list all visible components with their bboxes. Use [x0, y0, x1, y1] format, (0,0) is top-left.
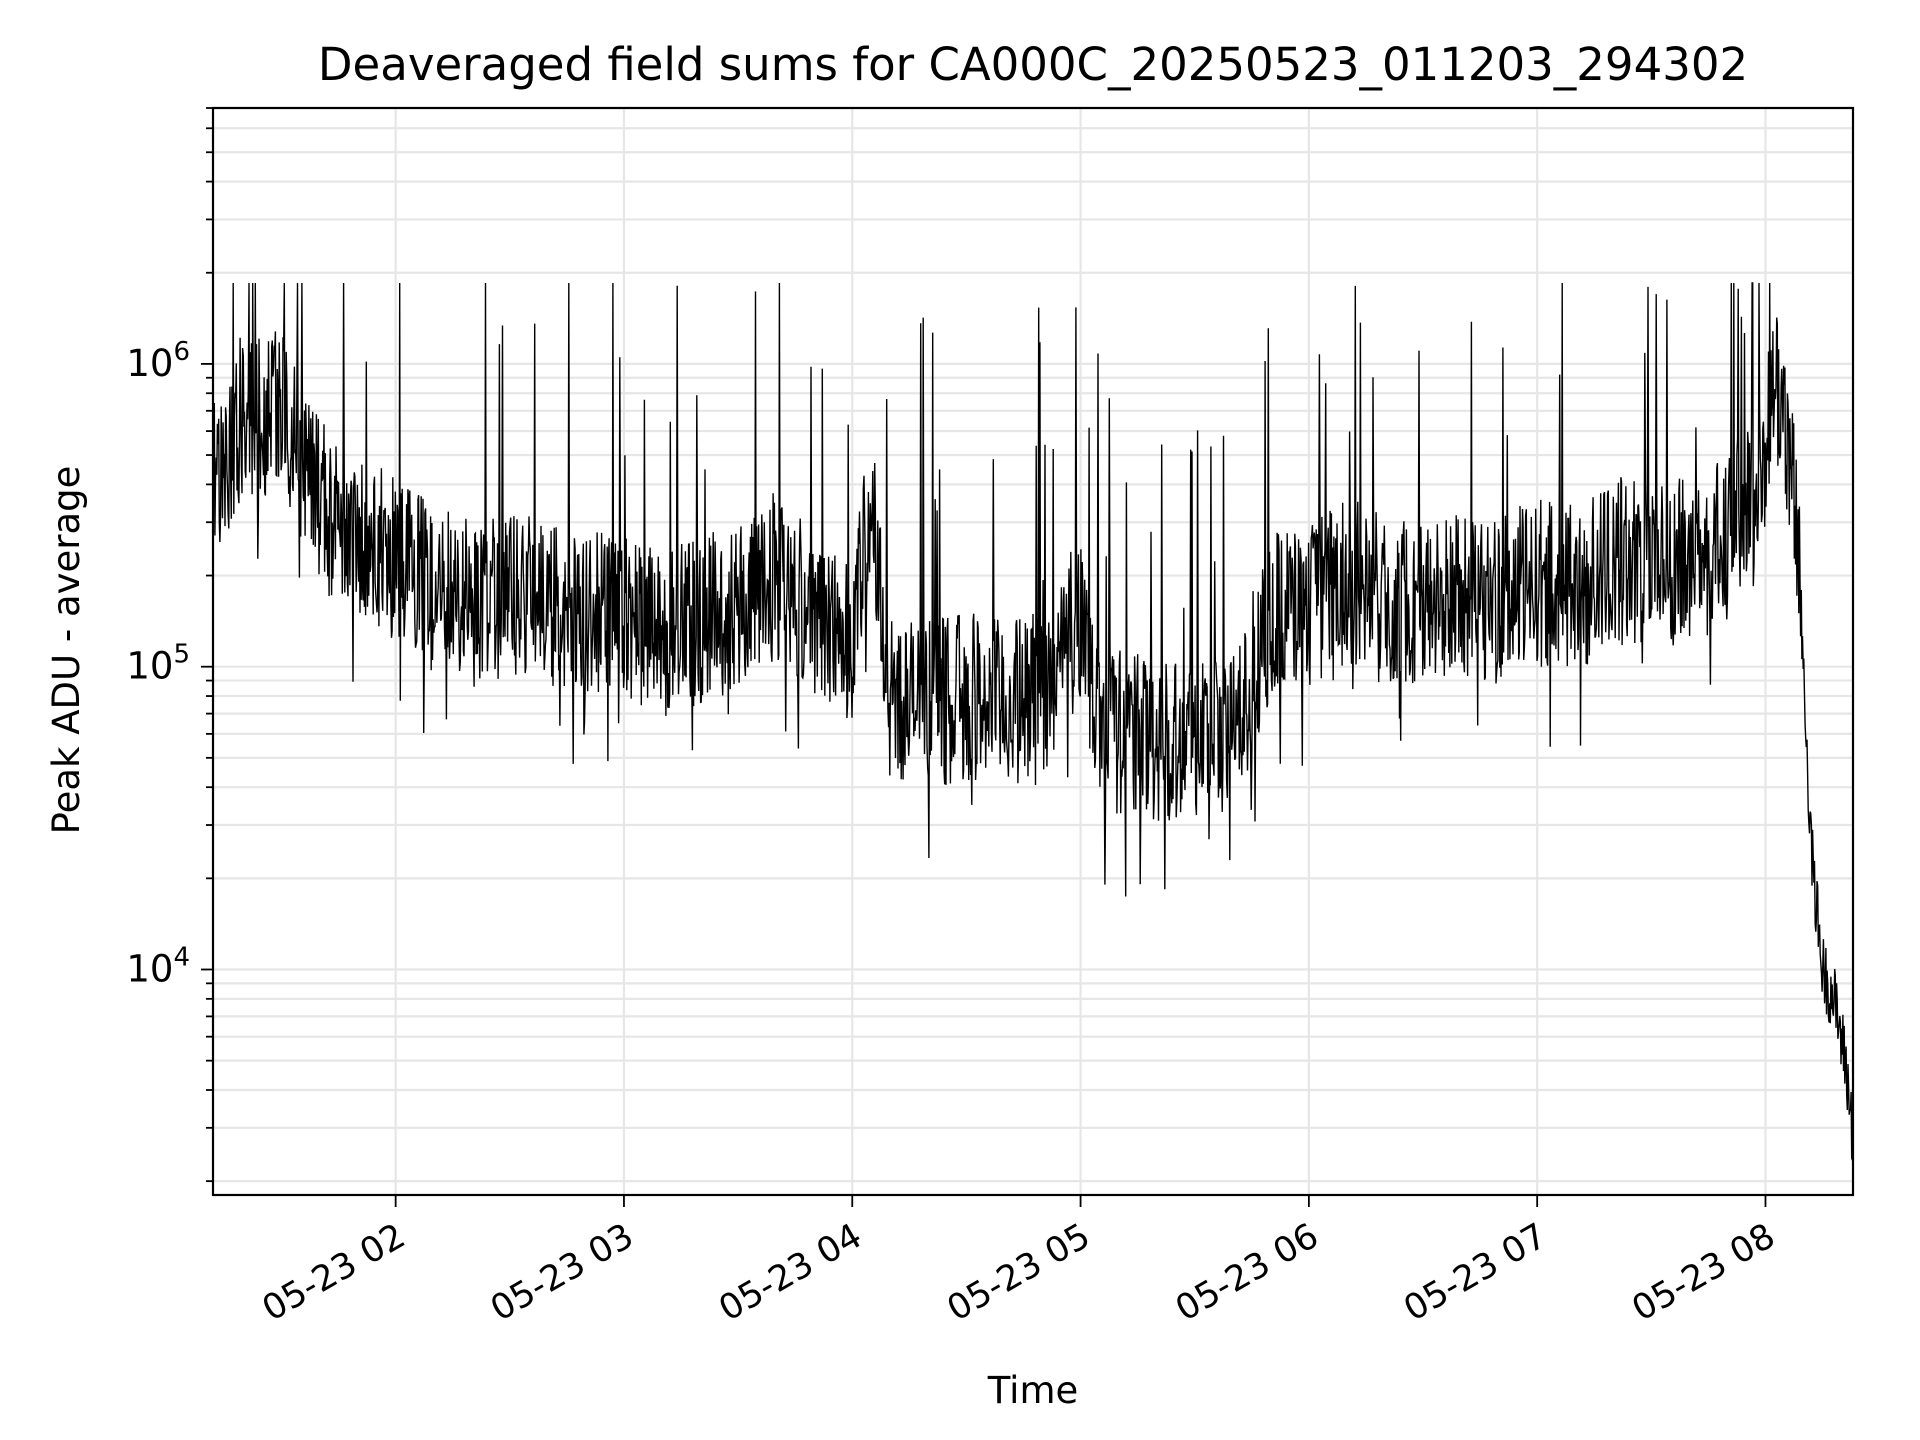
y-tick-label: 106	[126, 337, 190, 385]
chart-title: Deaveraged field sums for CA000C_2025052…	[318, 38, 1748, 91]
y-axis-label: Peak ADU - average	[45, 466, 88, 835]
y-tick-label: 105	[126, 640, 190, 688]
plot-area-frame	[211, 106, 1855, 1197]
series-layer	[213, 282, 1853, 1161]
series-line	[213, 282, 1853, 1161]
y-tick-label: 104	[126, 942, 190, 990]
x-axis-label: Time	[987, 1369, 1079, 1412]
